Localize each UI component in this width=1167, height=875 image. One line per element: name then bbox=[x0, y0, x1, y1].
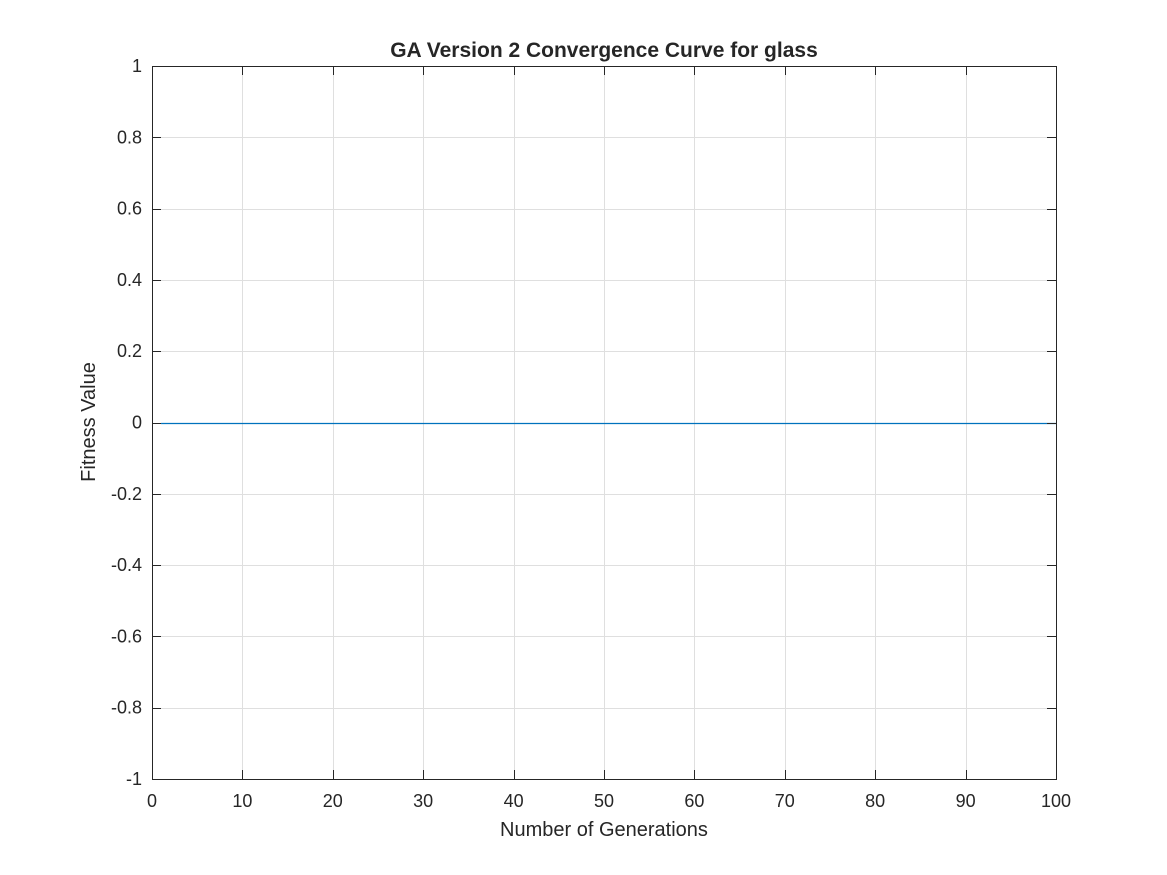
y-tick-label: 0.2 bbox=[117, 341, 142, 361]
x-tick-label: 70 bbox=[775, 791, 795, 811]
y-tick-label: 0 bbox=[132, 413, 142, 433]
x-tick-label: 40 bbox=[504, 791, 524, 811]
tick-labels: 0 10 20 30 40 50 60 70 80 90 100-1-0.8-0.6-0.4-0.2… bbox=[111, 56, 1071, 811]
chart-title: GA Version 2 Convergence Curve for glass bbox=[390, 39, 818, 62]
x-tick-label: 10 bbox=[232, 791, 252, 811]
x-tick-label: 100 bbox=[1041, 791, 1071, 811]
y-tick-label: 0.6 bbox=[117, 199, 142, 219]
x-tick-label: 60 bbox=[684, 791, 704, 811]
y-tick-label: -1 bbox=[126, 769, 142, 789]
x-axis-label: Number of Generations bbox=[500, 819, 708, 841]
x-tick-label: 50 bbox=[594, 791, 614, 811]
axes bbox=[152, 66, 1057, 780]
y-axis-label: Fitness Value bbox=[78, 362, 100, 482]
x-tick-label: 90 bbox=[956, 791, 976, 811]
y-tick-label: -0.4 bbox=[111, 555, 142, 575]
x-tick-label: 80 bbox=[865, 791, 885, 811]
x-tick-label: 0 bbox=[147, 791, 157, 811]
y-tick-label: 0.4 bbox=[117, 270, 142, 290]
grid bbox=[152, 66, 1057, 780]
y-tick-label: 0.8 bbox=[117, 127, 142, 147]
x-tick-label: 20 bbox=[323, 791, 343, 811]
y-tick-label: -0.8 bbox=[111, 698, 142, 718]
y-tick-label: -0.2 bbox=[111, 484, 142, 504]
x-tick-label: 30 bbox=[413, 791, 433, 811]
y-tick-label: -0.6 bbox=[111, 626, 142, 646]
y-tick-label: 1 bbox=[132, 56, 142, 76]
